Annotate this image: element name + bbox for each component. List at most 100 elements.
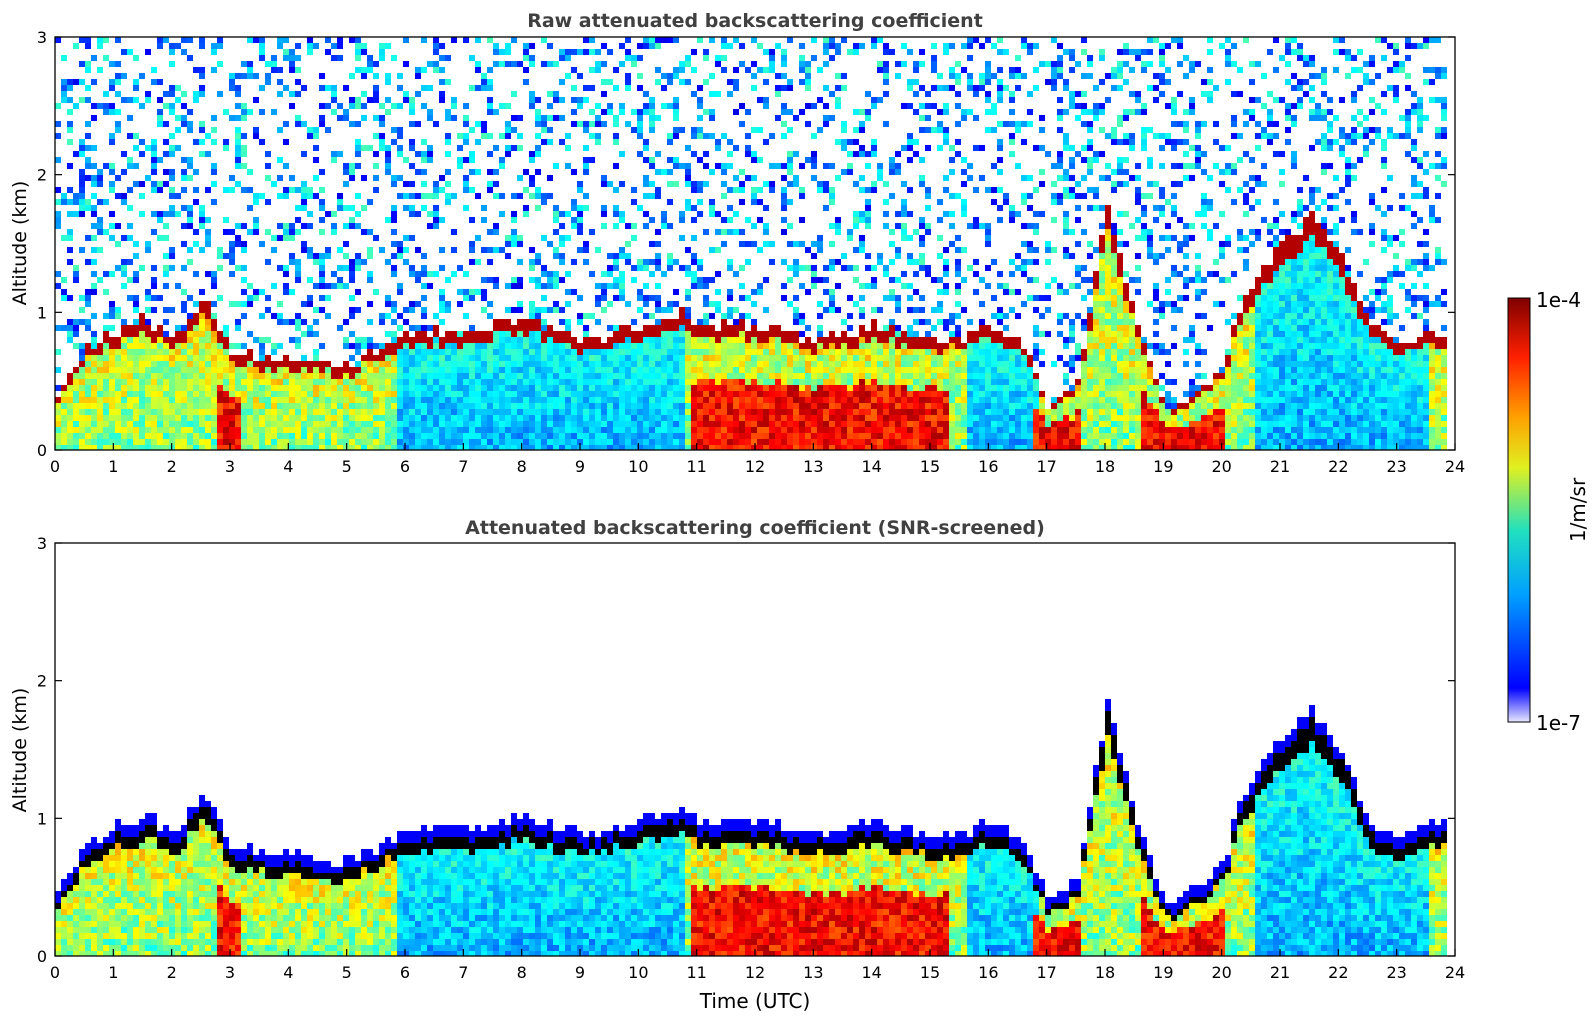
heatmap-cell [385, 421, 391, 427]
heatmap-cell [217, 247, 223, 253]
heatmap-cell [295, 433, 301, 439]
heatmap-cell [271, 283, 277, 289]
heatmap-cell [451, 115, 457, 121]
heatmap-cell [217, 445, 223, 450]
heatmap-cell [277, 391, 283, 397]
heatmap-cell [811, 361, 817, 367]
heatmap-cell [397, 247, 403, 253]
heatmap-cell [751, 73, 757, 79]
heatmap-cell [787, 403, 793, 409]
heatmap-cell [829, 385, 835, 391]
heatmap-cell [163, 181, 169, 187]
heatmap-cell [241, 421, 247, 427]
heatmap-cell [925, 421, 931, 427]
heatmap-cell [643, 193, 649, 199]
heatmap-cell [145, 397, 151, 403]
heatmap-cell [787, 151, 793, 157]
heatmap-cell [661, 367, 667, 373]
heatmap-cell [367, 97, 373, 103]
heatmap-cell [655, 415, 661, 421]
heatmap-cell [193, 271, 199, 277]
heatmap-cell [775, 73, 781, 79]
heatmap-cell [511, 397, 517, 403]
heatmap-cell [823, 205, 829, 211]
heatmap-cell [241, 373, 247, 379]
heatmap-cell [199, 391, 205, 397]
heatmap-cell [655, 187, 661, 193]
heatmap-cell [739, 367, 745, 373]
heatmap-cell [751, 421, 757, 427]
heatmap-cell [463, 103, 469, 109]
heatmap-cell [619, 181, 625, 187]
heatmap-cell [583, 337, 589, 343]
heatmap-cell [355, 103, 361, 109]
heatmap-cell [583, 169, 589, 175]
heatmap-cell [595, 343, 601, 349]
heatmap-cell [583, 403, 589, 409]
heatmap-cell [583, 361, 589, 367]
heatmap-cell [151, 427, 157, 433]
heatmap-cell [379, 49, 385, 55]
heatmap-cell [667, 79, 673, 85]
heatmap-cell [505, 391, 511, 397]
heatmap-cell [109, 181, 115, 187]
heatmap-cell [559, 337, 565, 343]
heatmap-cell [409, 205, 415, 211]
heatmap-cell [877, 259, 883, 265]
heatmap-cell [187, 55, 193, 61]
heatmap-cell [901, 331, 907, 337]
heatmap-cell [439, 97, 445, 103]
heatmap-cell [487, 85, 493, 91]
heatmap-cell [883, 325, 889, 331]
heatmap-cell [595, 337, 601, 343]
heatmap-cell [313, 415, 319, 421]
heatmap-cell [259, 379, 265, 385]
heatmap-cell [181, 49, 187, 55]
heatmap-cell [301, 391, 307, 397]
heatmap-cell [463, 427, 469, 433]
heatmap-cell [751, 433, 757, 439]
heatmap-cell [697, 127, 703, 133]
heatmap-cell [211, 403, 217, 409]
heatmap-cell [235, 139, 241, 145]
heatmap-cell [139, 349, 145, 355]
heatmap-cell [733, 175, 739, 181]
heatmap-cell [931, 397, 937, 403]
heatmap-cell [295, 391, 301, 397]
heatmap-cell [595, 67, 601, 73]
heatmap-cell [673, 385, 679, 391]
heatmap-cell [703, 331, 709, 337]
heatmap-cell [931, 421, 937, 427]
heatmap-cell [103, 271, 109, 277]
heatmap-cell [937, 427, 943, 433]
heatmap-cell [751, 397, 757, 403]
heatmap-cell [307, 409, 313, 415]
heatmap-cell [427, 61, 433, 67]
heatmap-cell [643, 331, 649, 337]
heatmap-cell [757, 385, 763, 391]
heatmap-cell [349, 163, 355, 169]
heatmap-cell [889, 241, 895, 247]
heatmap-cell [889, 439, 895, 445]
heatmap-cell [739, 361, 745, 367]
heatmap-cell [847, 313, 853, 319]
heatmap-cell [901, 181, 907, 187]
heatmap-cell [577, 181, 583, 187]
heatmap-cell [781, 103, 787, 109]
heatmap-cell [409, 403, 415, 409]
heatmap-cell [175, 115, 181, 121]
heatmap-cell [67, 403, 73, 409]
heatmap-cell [931, 379, 937, 385]
heatmap-cell [895, 439, 901, 445]
heatmap-cell [715, 307, 721, 313]
heatmap-cell [865, 355, 871, 361]
heatmap-cell [673, 331, 679, 337]
heatmap-cell [253, 415, 259, 421]
heatmap-cell [871, 373, 877, 379]
heatmap-cell [895, 409, 901, 415]
heatmap-cell [379, 367, 385, 373]
heatmap-cell [499, 163, 505, 169]
heatmap-cell [589, 379, 595, 385]
heatmap-cell [787, 391, 793, 397]
heatmap-cell [181, 331, 187, 337]
